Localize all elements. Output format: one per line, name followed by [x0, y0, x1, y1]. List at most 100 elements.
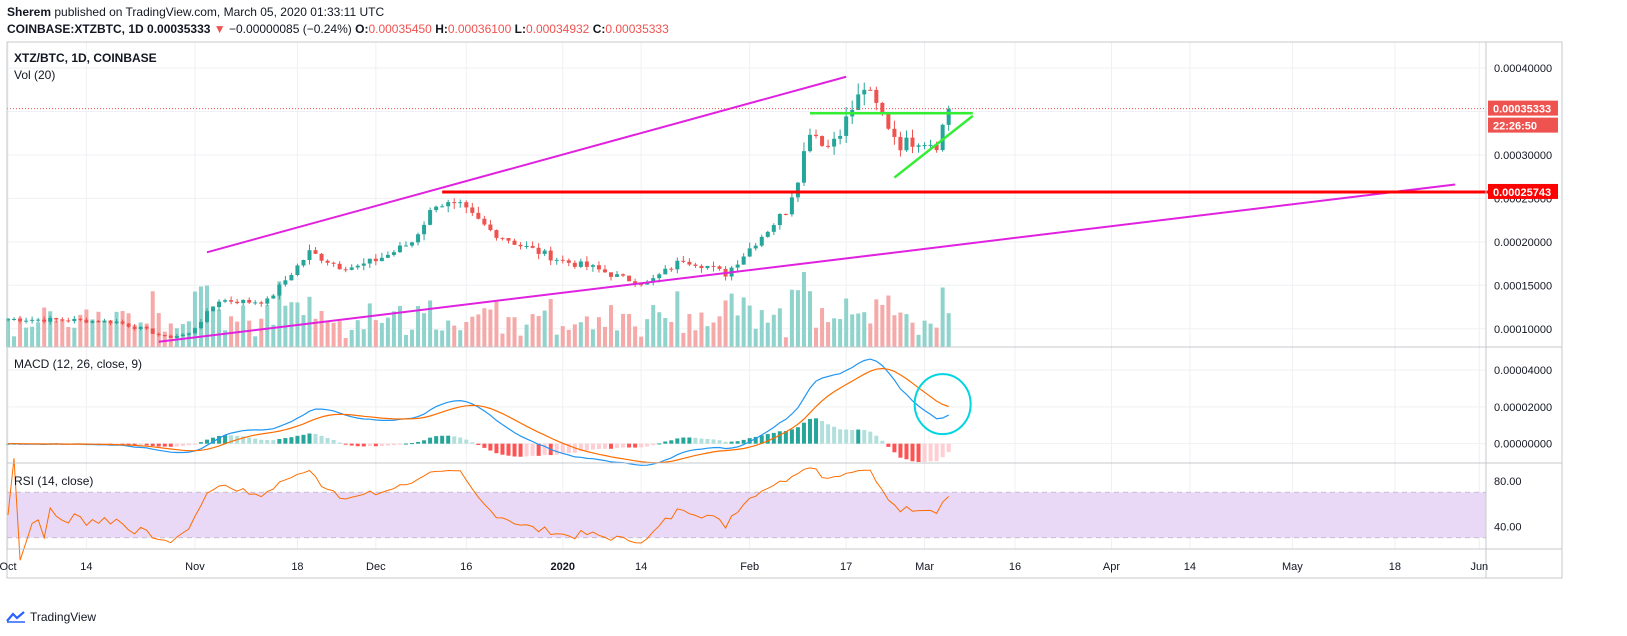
volume-bar	[789, 289, 794, 347]
volume-bar	[832, 318, 837, 347]
volume-bar	[868, 323, 873, 347]
volume-bar	[120, 311, 125, 347]
histogram-bar	[186, 443, 191, 446]
volume-bar	[651, 305, 656, 347]
volume-bar	[410, 329, 415, 347]
histogram-bar	[253, 438, 258, 444]
volume-bar	[156, 313, 161, 347]
histogram-bar	[434, 436, 439, 444]
candle-body	[892, 128, 897, 137]
macd-crossover-circle[interactable]	[913, 373, 972, 436]
volume-bar	[554, 334, 559, 347]
volume-bar	[675, 291, 680, 347]
volume-bar	[771, 314, 776, 347]
candle-body	[452, 202, 457, 204]
histogram-bar	[192, 443, 197, 445]
volume-bar	[229, 316, 234, 347]
volume-bar	[30, 326, 35, 347]
histogram-bar	[651, 443, 656, 446]
histogram-bar	[524, 443, 529, 457]
candle-body	[940, 124, 945, 151]
histogram-bar	[500, 443, 505, 455]
candle-body	[789, 197, 794, 215]
candle-body	[78, 318, 83, 320]
volume-bar	[271, 324, 276, 347]
histogram-bar	[874, 435, 879, 444]
histogram-bar	[379, 443, 384, 447]
candle-body	[253, 302, 258, 304]
candle-body	[904, 137, 909, 151]
histogram-bar	[403, 443, 408, 445]
price-tick-label: 0.00030000	[1494, 150, 1552, 162]
volume-bar	[741, 297, 746, 347]
candle-body	[416, 234, 421, 243]
volume-bar	[144, 323, 149, 347]
candle-body	[42, 319, 47, 322]
candle-body	[126, 323, 131, 327]
candle-body	[120, 321, 125, 324]
candle-body	[337, 263, 342, 270]
low-value: 0.00034932	[525, 22, 590, 36]
histogram-bar	[458, 437, 463, 444]
volume-bar	[217, 309, 222, 347]
volume-bar	[518, 335, 523, 347]
volume-bar	[150, 291, 155, 347]
volume-bar	[361, 329, 366, 347]
histogram-bar	[554, 443, 559, 455]
volume-bar	[723, 300, 728, 347]
publish-text: published on TradingView.com, March 05, …	[51, 5, 385, 19]
publisher-name[interactable]: Sherem	[7, 5, 52, 19]
candle-body	[693, 264, 698, 266]
volume-bar	[536, 316, 541, 347]
volume-bar	[645, 319, 650, 347]
upper-channel-trendline[interactable]	[206, 75, 847, 254]
volume-bar	[476, 314, 481, 347]
candle-body	[512, 240, 517, 245]
volume-bar	[434, 329, 439, 347]
publish-info: Sherem published on TradingView.com, Mar…	[7, 5, 384, 19]
triangle-bottom-trendline[interactable]	[893, 114, 974, 179]
volume-bar	[440, 330, 445, 347]
histogram-bar	[596, 443, 601, 450]
volume-bar	[862, 312, 867, 347]
volume-bar	[90, 319, 95, 347]
brand-name: TradingView	[30, 610, 97, 624]
histogram-bar	[723, 441, 728, 444]
drawings[interactable]	[7, 75, 1498, 436]
histogram-bar	[132, 443, 137, 446]
histogram-bar	[446, 435, 451, 444]
volume-bar	[126, 313, 131, 347]
volume-bar	[223, 330, 228, 347]
histogram-bar	[928, 443, 933, 462]
candle-body	[217, 301, 222, 308]
candle-body	[307, 250, 312, 261]
histogram-bar	[476, 443, 481, 446]
volume-bar	[307, 296, 312, 347]
histogram-bar	[518, 443, 523, 457]
tradingview-brand[interactable]: TradingView	[6, 610, 96, 624]
candle-body	[536, 247, 541, 254]
candle-body	[259, 302, 264, 304]
histogram-bar	[711, 439, 716, 444]
volume-bar	[241, 305, 246, 347]
volume-bar	[42, 307, 47, 347]
histogram-bar	[705, 438, 710, 444]
candle-body	[838, 135, 843, 139]
volume-bar	[886, 295, 891, 347]
volume-bar	[367, 303, 372, 347]
histogram-bar	[627, 443, 632, 448]
volume-bar	[48, 311, 53, 347]
lower-channel-trendline[interactable]	[158, 183, 1456, 343]
candle-body	[410, 242, 415, 246]
histogram-bar	[663, 441, 668, 444]
volume-bar	[934, 327, 939, 347]
candle-body	[777, 213, 782, 226]
histogram-bar	[428, 437, 433, 444]
main-pane-title: XTZ/BTC, 1D, COINBASE	[14, 51, 157, 65]
candle-body	[283, 280, 288, 285]
candle-body	[741, 256, 746, 265]
high-label: H:	[435, 22, 448, 36]
candle-body	[223, 300, 228, 302]
volume-bar	[530, 314, 535, 347]
